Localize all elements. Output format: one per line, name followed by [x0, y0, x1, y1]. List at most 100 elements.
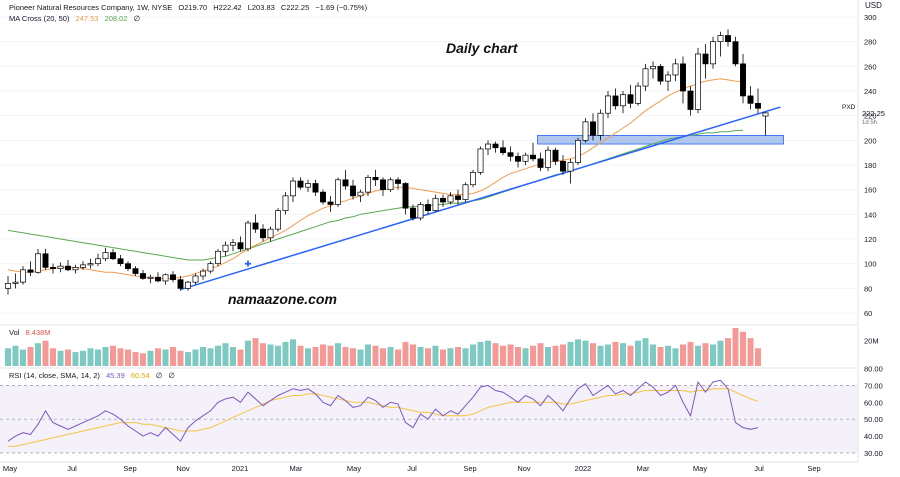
rsi-tick-label: 80.00 [864, 365, 883, 374]
candle-body [305, 183, 311, 188]
candle-body [380, 179, 386, 191]
volume-axis: 20M [864, 337, 879, 346]
volume-bar [672, 348, 679, 366]
chart-title-annotation: Daily chart [446, 40, 518, 56]
candle-body [237, 242, 244, 250]
price-tick-label: 60 [864, 309, 872, 318]
volume-bar [650, 344, 656, 366]
volume-bar [260, 343, 266, 366]
candle-body [162, 274, 169, 282]
candle-body [665, 74, 671, 82]
time-tick-label: May [3, 464, 17, 473]
volume-bar [567, 341, 574, 366]
ohlc-high: H222.42 [213, 3, 242, 12]
volume-bar [282, 341, 289, 366]
chart-markers [245, 260, 251, 267]
ma-legend-label: MA Cross (20, 50) [9, 14, 70, 23]
candle-body [147, 276, 154, 279]
rsi-label: RSI (14, close, SMA, 14, 2) [9, 371, 100, 380]
volume-bar [695, 345, 701, 366]
candle-body [552, 149, 559, 162]
volume-bar [365, 344, 371, 366]
candle-body [260, 228, 266, 239]
volume-bar [417, 347, 424, 366]
symbol-title[interactable]: Pioneer Natural Resources Company, 1W, N… [9, 3, 173, 12]
volume-bar [222, 343, 229, 366]
volume-bar [410, 344, 416, 366]
volume-bar [35, 343, 41, 366]
candle-body [710, 41, 716, 65]
volume-bar [725, 338, 731, 366]
volume-legend[interactable]: Vol 8.438M [9, 328, 55, 337]
ohlc-change: −1.69 (−0.75%) [315, 3, 368, 12]
candle-body [635, 85, 641, 104]
volume-bar [627, 345, 634, 366]
volume-bar [95, 349, 101, 366]
volume-bar [65, 349, 71, 366]
volume-bar [515, 347, 521, 366]
candle-body [140, 273, 146, 279]
volume-bar [5, 348, 11, 366]
volume-bar [102, 347, 109, 366]
candle-body [455, 195, 461, 200]
time-tick-label: Sep [123, 464, 136, 473]
ma-legend[interactable]: MA Cross (20, 50) 247.53 208.02 ∅ [9, 14, 144, 23]
volume-bar [477, 341, 484, 366]
candle-body [125, 263, 131, 269]
candle-body [267, 228, 274, 239]
candle-body [342, 179, 349, 187]
candle-body [657, 65, 664, 82]
candle-body [80, 264, 86, 268]
volume-bar [560, 344, 566, 366]
time-tick-label: 2022 [575, 464, 592, 473]
candle-body [215, 250, 221, 265]
ohlc-low: L203.83 [247, 3, 275, 12]
candle-body [395, 179, 401, 184]
candle-body [755, 102, 761, 109]
volume-bar [425, 348, 431, 366]
candle-body [590, 121, 596, 136]
ma-fast-value: 247.53 [75, 14, 99, 23]
volume-bar [582, 340, 589, 366]
volume-bar [207, 348, 214, 366]
volume-bar [372, 345, 379, 366]
volume-bar [740, 331, 746, 366]
time-tick-label: Jul [407, 464, 417, 473]
candle-body [20, 269, 26, 283]
symbol-header: Pioneer Natural Resources Company, 1W, N… [9, 3, 371, 12]
candle-body [297, 180, 304, 188]
volume-bar [215, 345, 221, 366]
candle-body [410, 207, 416, 219]
volume-bar [402, 341, 409, 366]
price-tick-label: 80 [864, 284, 872, 293]
time-tick-label: Jul [754, 464, 764, 473]
volume-bar [200, 347, 206, 366]
candle-body [432, 197, 439, 211]
bar-countdown-label: 1d 5h [862, 120, 877, 126]
rsi-tick-label: 60.00 [864, 398, 883, 407]
volume-bar [350, 348, 356, 366]
volume-bar [717, 340, 724, 366]
watermark-annotation: namaazone.com [228, 291, 337, 307]
volume-bar [440, 349, 446, 366]
volume-bar [267, 344, 274, 366]
ma-slow-value: 208.02 [104, 14, 128, 23]
volume-pane [5, 328, 761, 366]
volume-bar [132, 352, 139, 366]
candle-body [252, 222, 259, 230]
volume-bar [162, 349, 169, 366]
candle-body [762, 112, 769, 117]
volume-bar [125, 349, 131, 366]
moving-averages [7, 78, 744, 279]
candle-body [717, 35, 724, 43]
volume-bar [492, 343, 499, 366]
rsi-tick-label: 50.00 [864, 415, 883, 424]
volume-bar [42, 340, 49, 366]
candle-body [185, 281, 191, 289]
time-tick-label: Jul [67, 464, 77, 473]
ohlc-open: O219.70 [178, 3, 208, 12]
price-tick-label: 200 [864, 136, 877, 145]
rsi-legend[interactable]: RSI (14, close, SMA, 14, 2) 45.39 60.54 … [9, 371, 179, 380]
time-tick-label: May [347, 464, 361, 473]
rsi-tick-label: 30.00 [864, 449, 883, 458]
